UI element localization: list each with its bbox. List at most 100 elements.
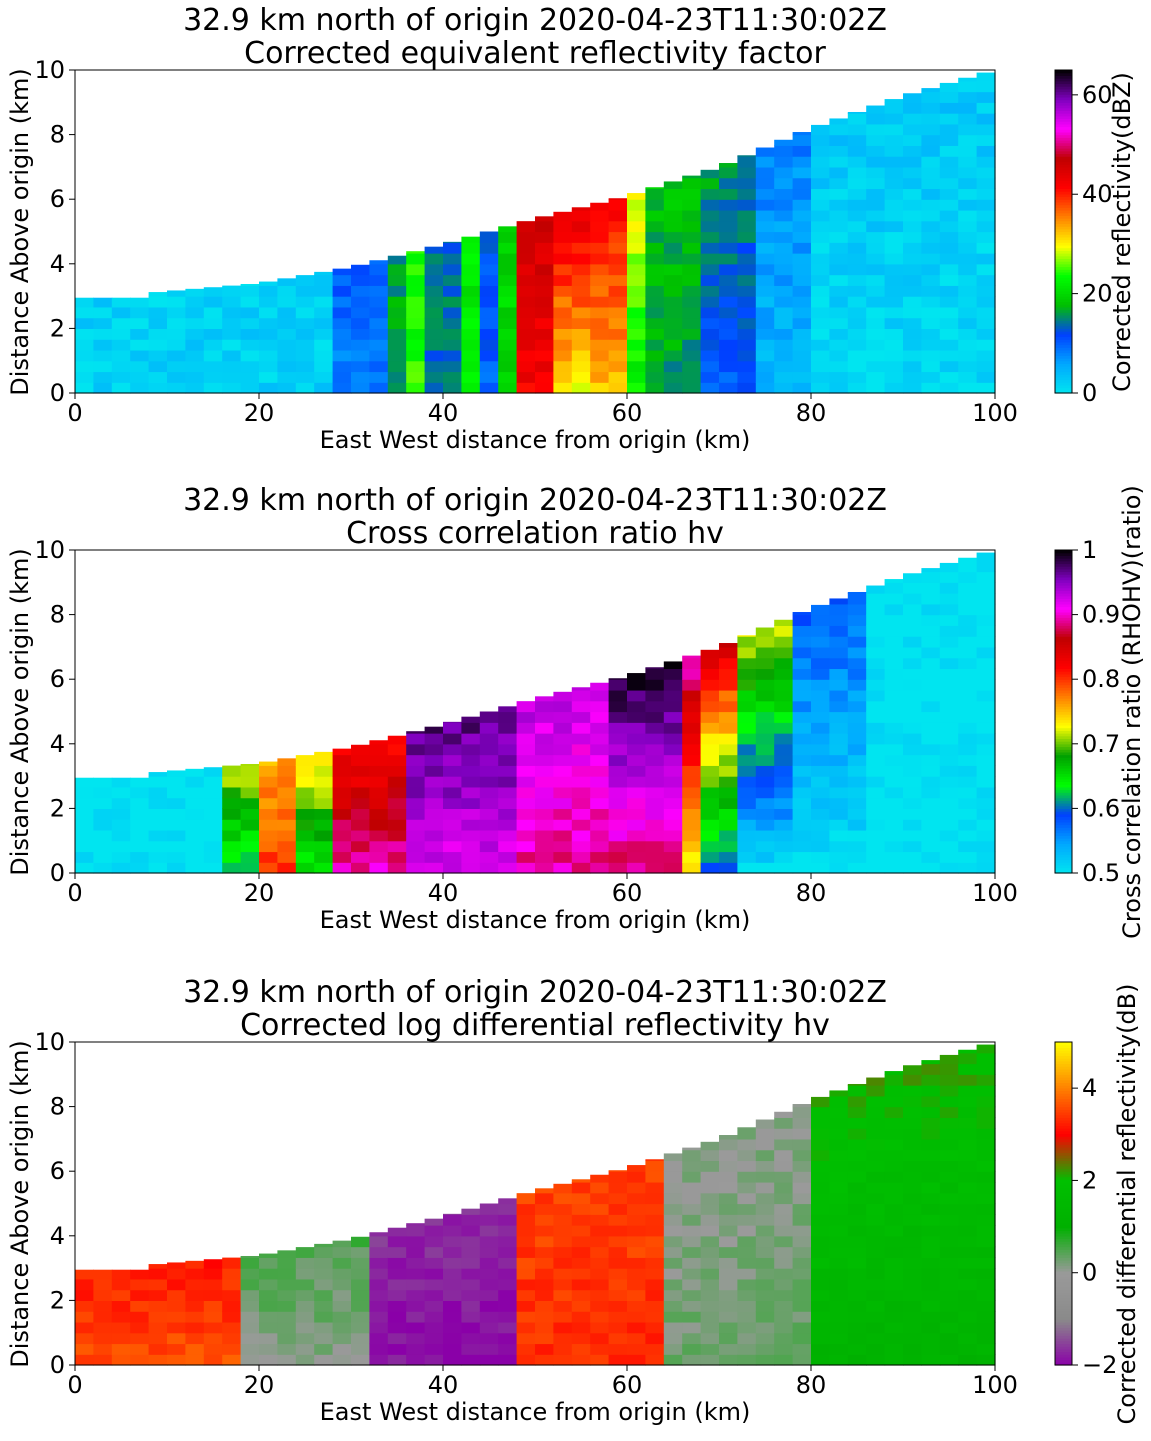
- heatmap-cell: [866, 1311, 886, 1323]
- heatmap-cell: [903, 582, 922, 594]
- colorbar-segment: [1055, 1079, 1072, 1083]
- colorbar-segment: [1055, 1141, 1072, 1145]
- colorbar-segment: [1055, 1286, 1072, 1291]
- heatmap-cell: [774, 199, 794, 211]
- heatmap-cell: [774, 177, 794, 190]
- heatmap-cell: [792, 296, 812, 308]
- heatmap-cell: [314, 285, 334, 297]
- heatmap-cell: [737, 1343, 757, 1355]
- heatmap-cell: [847, 306, 867, 319]
- heatmap-cell: [663, 188, 683, 200]
- heatmap-cell: [185, 1260, 205, 1269]
- heatmap-cell: [645, 220, 665, 233]
- heatmap-cell: [443, 1246, 462, 1258]
- heatmap-cell: [976, 603, 996, 616]
- heatmap-cell: [829, 1225, 849, 1237]
- heatmap-cell: [792, 614, 812, 626]
- heatmap-cell: [627, 1214, 646, 1226]
- heatmap-cell: [461, 829, 481, 842]
- heatmap-cell: [958, 1332, 978, 1345]
- heatmap-cell: [792, 1343, 812, 1355]
- heatmap-cell: [314, 1300, 334, 1312]
- heatmap-cell: [829, 1171, 849, 1183]
- heatmap-cell: [811, 263, 830, 276]
- heatmap-cell: [903, 253, 922, 265]
- heatmap-cell: [903, 711, 922, 723]
- colorbar-segment: [1055, 201, 1072, 206]
- heatmap-cell: [958, 177, 978, 190]
- heatmap-cell: [608, 1246, 628, 1258]
- heatmap-cell: [737, 1203, 757, 1215]
- heatmap-cell: [406, 1343, 426, 1355]
- heatmap-cell: [774, 1128, 794, 1140]
- heatmap-cell: [406, 360, 426, 373]
- heatmap-cell: [866, 1321, 886, 1334]
- colorbar-segment: [1055, 1106, 1072, 1110]
- heatmap-cell: [755, 220, 775, 233]
- heatmap-cell: [553, 274, 573, 286]
- heatmap-cell: [884, 579, 904, 583]
- heatmap-cell: [240, 339, 260, 351]
- heatmap-cell: [627, 673, 646, 680]
- heatmap-cell: [387, 786, 407, 799]
- heatmap-cell: [682, 1235, 702, 1248]
- colorbar-segment: [1055, 1243, 1072, 1248]
- heatmap-cell: [571, 382, 591, 394]
- heatmap-cell: [663, 819, 683, 831]
- heatmap-cell: [682, 689, 702, 702]
- x-tick-label: 80: [796, 399, 827, 427]
- heatmap-cell: [903, 1235, 922, 1248]
- heatmap-cell: [479, 1332, 499, 1345]
- heatmap-cell: [277, 317, 297, 329]
- heatmap-cell: [645, 1300, 665, 1312]
- heatmap-cell: [700, 328, 720, 340]
- heatmap-cell: [240, 1354, 260, 1366]
- heatmap-cell: [461, 862, 481, 874]
- heatmap-cell: [608, 1214, 628, 1226]
- heatmap-cell: [847, 636, 867, 648]
- heatmap-cell: [553, 829, 573, 842]
- colorbar-segment: [1055, 1260, 1072, 1264]
- colorbar-segment: [1055, 1303, 1072, 1307]
- heatmap-cell: [369, 1311, 389, 1323]
- heatmap-cell: [627, 808, 646, 820]
- heatmap-cell: [792, 263, 812, 276]
- heatmap-cell: [884, 819, 904, 831]
- heatmap-cell: [884, 123, 904, 136]
- heatmap-cell: [590, 786, 610, 799]
- heatmap-cell: [884, 1117, 904, 1129]
- colorbar-segment: [1055, 603, 1072, 608]
- heatmap-cell: [829, 1181, 849, 1194]
- heatmap-cell: [774, 625, 794, 637]
- heatmap-cell: [479, 317, 499, 329]
- heatmap-cell: [148, 1300, 168, 1312]
- heatmap-cell: [976, 614, 996, 626]
- colorbar-segment: [1055, 1225, 1072, 1229]
- heatmap-cell: [424, 360, 444, 373]
- heatmap-cell: [185, 1289, 205, 1301]
- colorbar-segment: [1055, 309, 1072, 313]
- heatmap-cell: [958, 166, 978, 179]
- heatmap-cell: [130, 360, 150, 373]
- heatmap-cell: [590, 349, 610, 362]
- colorbar-segment: [1055, 819, 1072, 823]
- heatmap-cell: [663, 382, 683, 394]
- heatmap-cell: [663, 1214, 683, 1226]
- colorbar-segment: [1055, 641, 1072, 645]
- heatmap-cell: [424, 743, 444, 756]
- heatmap-cell: [627, 1354, 646, 1366]
- heatmap-cell: [535, 263, 554, 276]
- heatmap-cell: [829, 689, 849, 702]
- heatmap-cell: [976, 296, 996, 308]
- heatmap-cell: [461, 765, 481, 777]
- heatmap-cell: [203, 339, 223, 351]
- heatmap-cell: [682, 253, 702, 265]
- heatmap-cell: [939, 1106, 959, 1118]
- heatmap-cell: [719, 317, 738, 329]
- heatmap-cell: [719, 1149, 738, 1162]
- colorbar-segment: [1055, 1321, 1072, 1326]
- heatmap-cell: [663, 1153, 683, 1162]
- heatmap-cell: [222, 797, 242, 809]
- heatmap-cell: [332, 360, 352, 373]
- colorbar-tick-label: 40: [1082, 180, 1113, 208]
